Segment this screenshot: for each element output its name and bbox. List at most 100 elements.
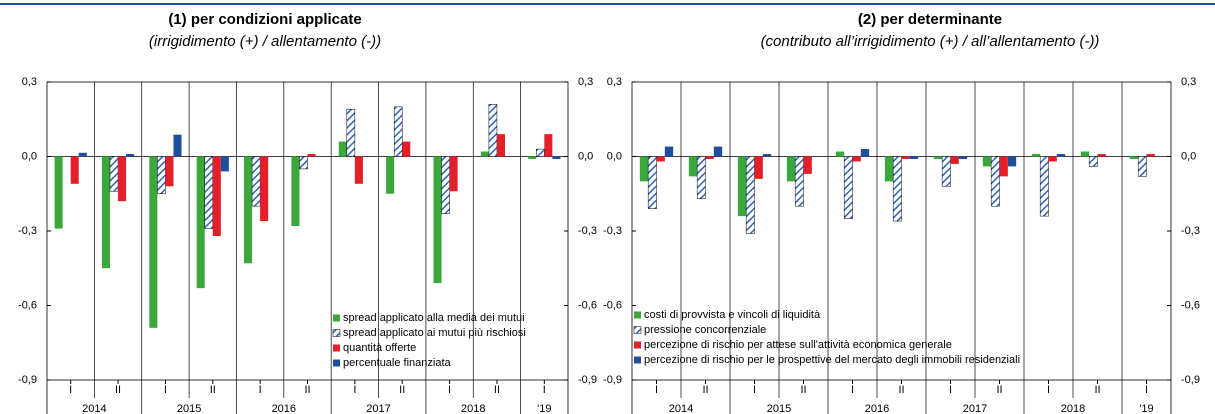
bar — [713, 146, 723, 157]
bar — [101, 156, 110, 269]
bar — [393, 106, 403, 157]
bar — [754, 156, 763, 179]
bar — [480, 151, 489, 157]
bar — [528, 156, 537, 159]
x-tick-label: II — [898, 384, 904, 396]
y2-tick-label: -0,3 — [1181, 225, 1200, 237]
bar — [982, 156, 992, 167]
legend-label: spread applicato alla media dei mutui — [343, 312, 525, 324]
bar — [433, 156, 442, 284]
legend-swatch — [633, 326, 642, 334]
legend-swatch — [333, 344, 340, 352]
y2-tick-label: -0,6 — [578, 299, 597, 311]
x-tick-label: II — [1094, 384, 1100, 396]
x-tick-label: II — [304, 384, 310, 396]
bar — [338, 141, 347, 157]
bar — [860, 149, 870, 157]
y-tick-label: -0,3 — [18, 225, 37, 237]
x-tick-label: II — [702, 384, 708, 396]
y-tick-label: 0,3 — [607, 76, 622, 88]
y-tick-label: -0,9 — [18, 374, 37, 386]
bar — [552, 156, 561, 159]
bar — [299, 156, 308, 170]
bar — [664, 146, 674, 157]
bar — [647, 156, 657, 209]
x-tick-label: I — [1145, 384, 1148, 396]
bar — [488, 104, 498, 157]
legend-label: percentuale finanziata — [343, 357, 452, 369]
legend-label: percezione di rischio per attese sull'at… — [644, 339, 952, 351]
bar — [149, 156, 158, 328]
bar — [999, 156, 1008, 177]
legend-swatch — [634, 311, 641, 319]
x-tick-label: II — [494, 384, 500, 396]
y2-tick-label: 0,0 — [1181, 150, 1196, 162]
bar — [441, 156, 450, 214]
y2-tick-label: 0,3 — [1181, 76, 1196, 88]
y2-tick-label: -0,3 — [578, 225, 597, 237]
chart-subtitle: (irrigidimento (+) / allentamento (-)) — [149, 33, 381, 50]
x-tick-label: I — [1047, 384, 1050, 396]
bar — [835, 151, 845, 157]
y-tick-label: 0,0 — [607, 150, 622, 162]
bar — [496, 134, 506, 157]
x-tick-label: I — [69, 384, 72, 396]
x-tick-label: I — [448, 384, 451, 396]
x-year-label: '19 — [1139, 403, 1153, 414]
bar — [307, 154, 316, 157]
bar — [54, 156, 63, 229]
bar — [737, 156, 747, 217]
legend-swatch — [333, 359, 340, 367]
bar — [705, 156, 714, 159]
bar — [786, 156, 796, 182]
x-tick-label: I — [949, 384, 952, 396]
y2-tick-label: 0,3 — [578, 76, 593, 88]
bar — [941, 156, 951, 187]
bar — [354, 156, 363, 184]
x-year-label: 2015 — [767, 403, 791, 414]
bar — [1031, 154, 1041, 157]
x-year-label: 2018 — [461, 403, 485, 414]
bar — [126, 154, 135, 157]
bar — [933, 156, 943, 159]
bar — [1080, 151, 1090, 157]
bar — [852, 156, 861, 162]
y-tick-label: 0,0 — [22, 150, 37, 162]
bar — [291, 156, 300, 227]
legend-label: spread applicato ai mutui più rischiosi — [343, 327, 526, 339]
legend-swatch — [634, 341, 641, 349]
bar — [157, 156, 166, 194]
x-year-label: 2014 — [82, 403, 106, 414]
legend-label: quantità offerte — [343, 342, 416, 354]
bar — [204, 156, 214, 229]
x-year-label: 2017 — [963, 403, 987, 414]
chart-title: (1) per condizioni applicate — [168, 11, 361, 28]
x-year-label: '19 — [537, 403, 551, 414]
y-tick-label: -0,6 — [18, 299, 37, 311]
bar — [909, 156, 919, 159]
x-tick-label: I — [753, 384, 756, 396]
x-tick-label: II — [996, 384, 1002, 396]
bar — [1048, 156, 1057, 162]
y2-tick-label: -0,9 — [1181, 374, 1200, 386]
bar — [212, 156, 221, 236]
bar — [745, 156, 755, 234]
bar — [762, 154, 772, 157]
bar — [244, 156, 253, 264]
legend-swatch — [634, 356, 641, 364]
legend-swatch — [332, 329, 341, 337]
y-tick-label: 0,3 — [22, 76, 37, 88]
bar — [386, 156, 395, 194]
y-tick-label: -0,6 — [603, 299, 622, 311]
bar — [958, 156, 968, 159]
bar — [165, 156, 174, 187]
bar — [656, 156, 665, 162]
bar — [109, 156, 119, 192]
bar — [901, 156, 910, 159]
bar — [402, 141, 411, 157]
x-year-label: 2015 — [177, 403, 201, 414]
chart-subtitle: (contributo all’irrigidimento (+) / all’… — [761, 33, 1100, 50]
bar — [794, 156, 804, 207]
bar — [1039, 156, 1049, 217]
